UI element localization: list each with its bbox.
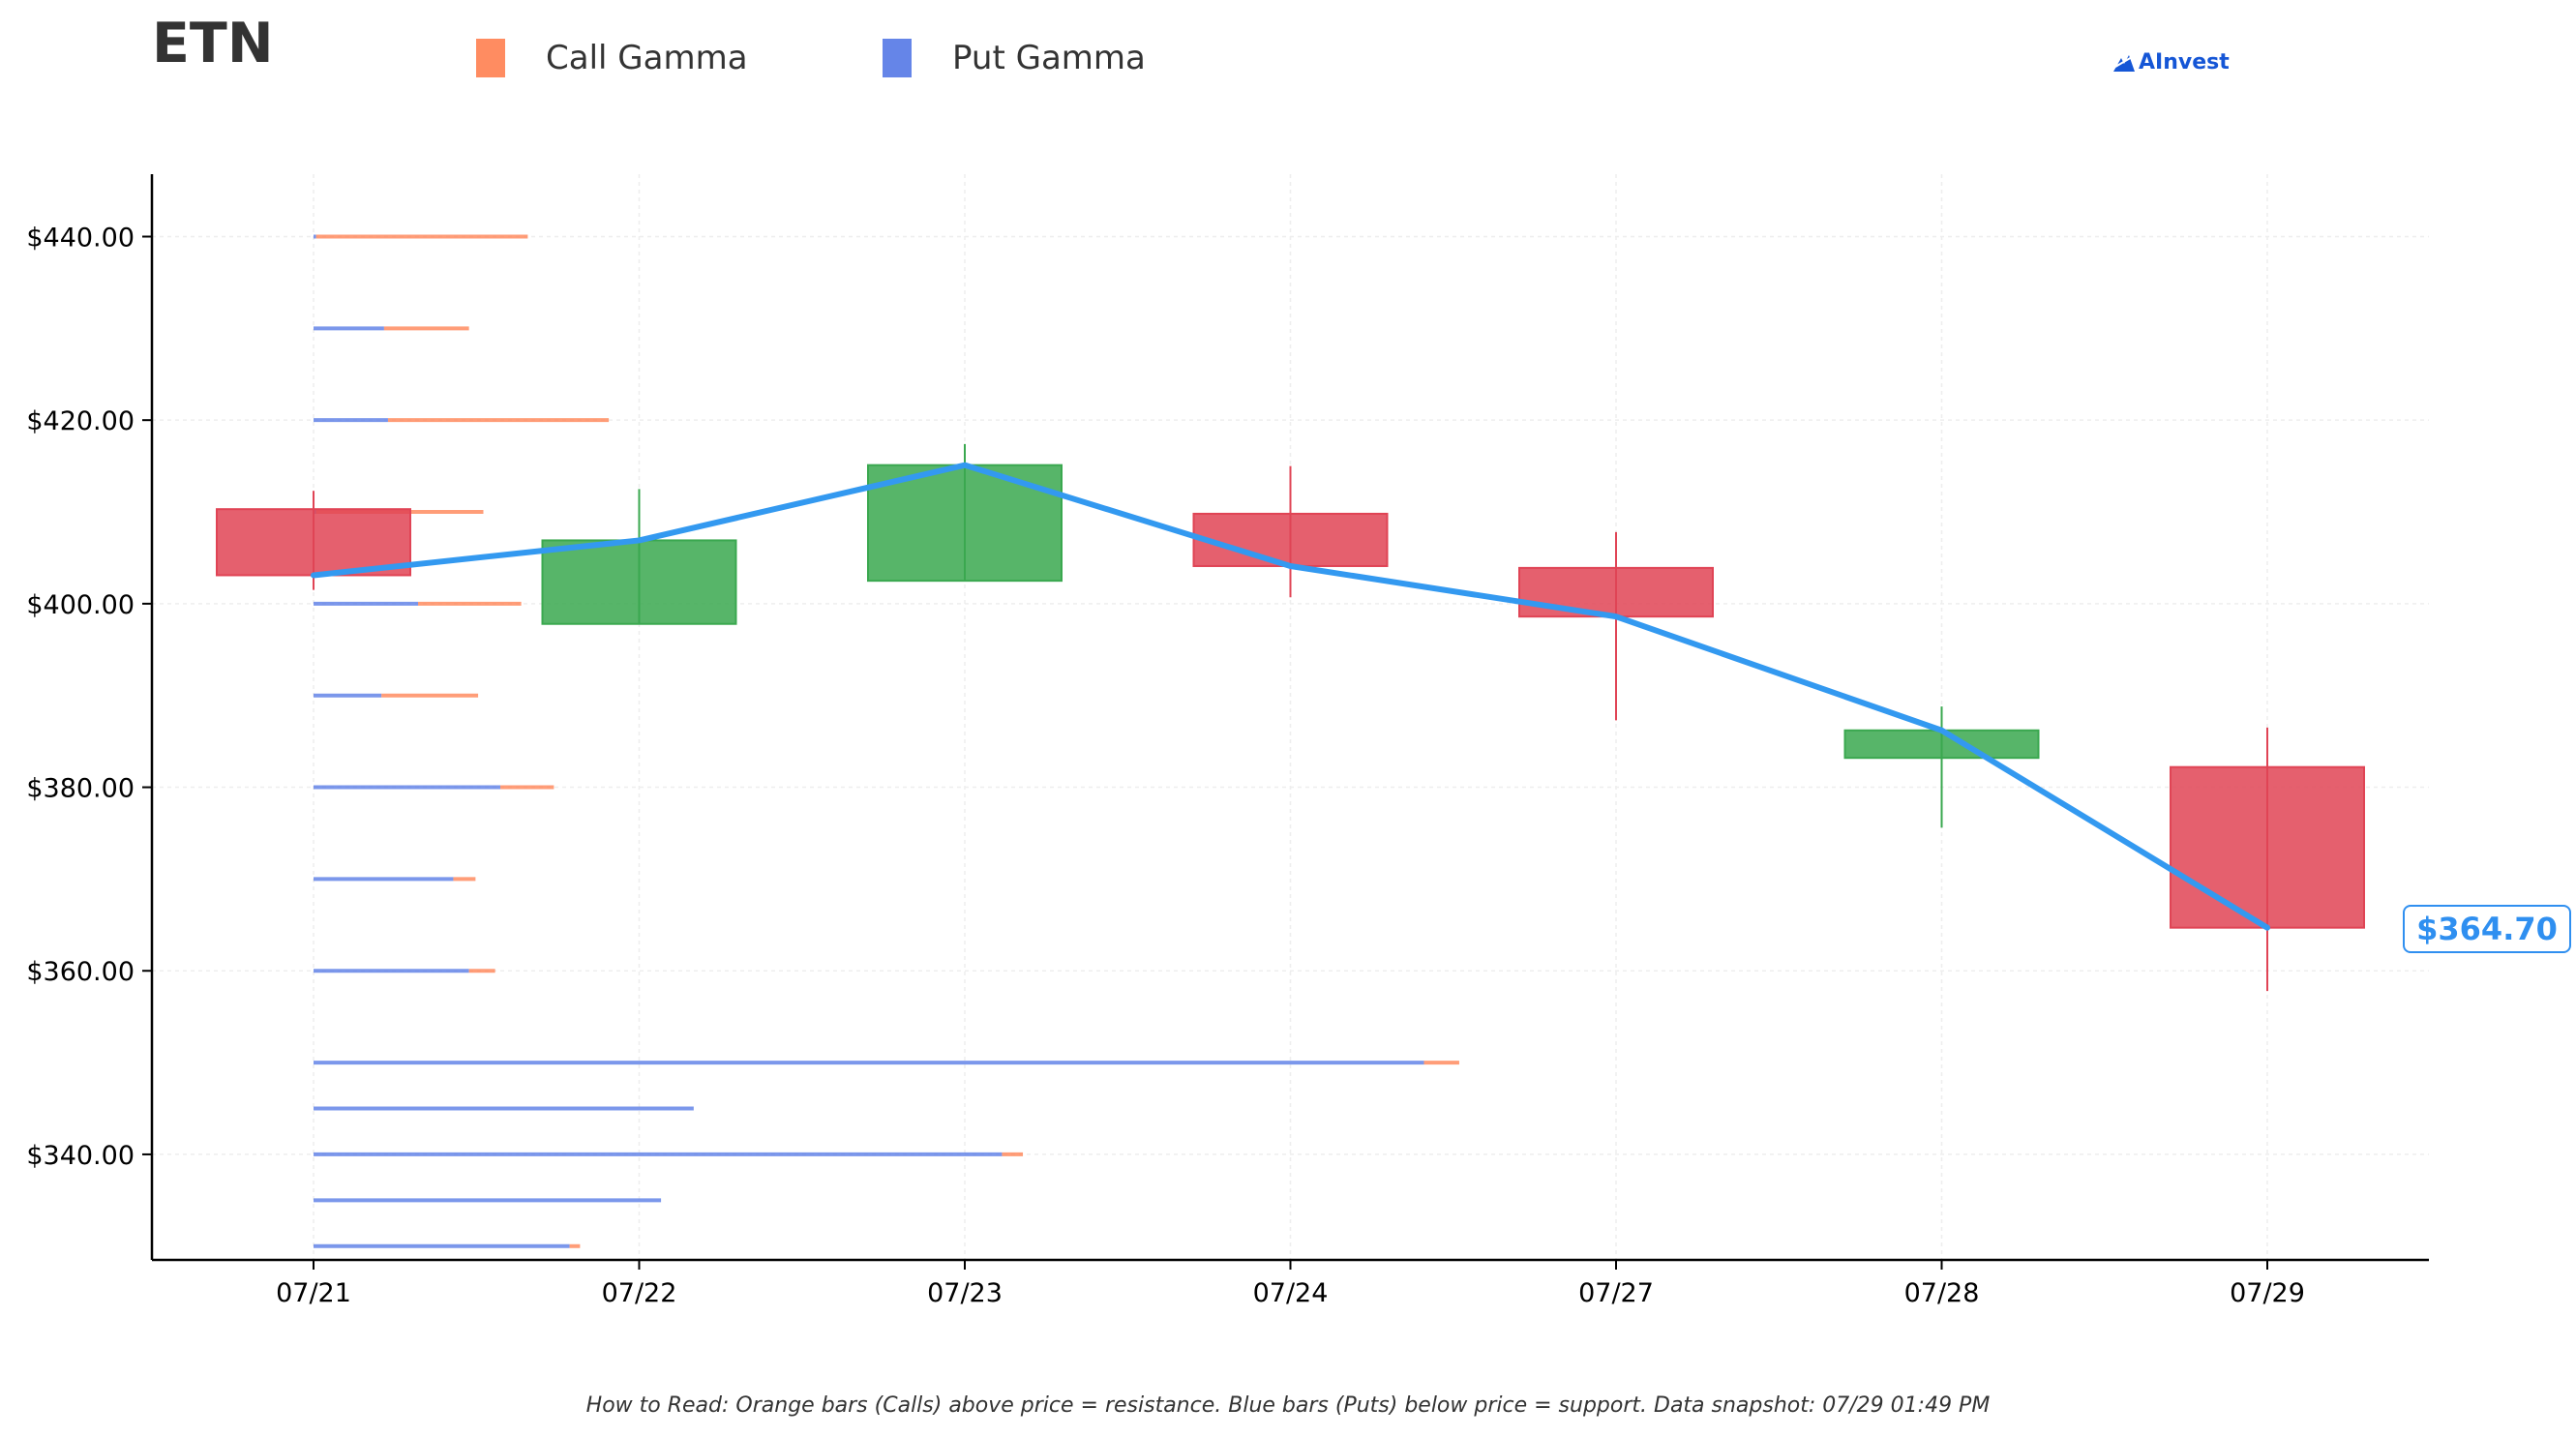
ticker-title: ETN: [152, 12, 274, 75]
y-tick-label: $420.00: [26, 406, 135, 436]
current-price-badge: $364.70: [2403, 905, 2571, 953]
x-tick-label: 07/27: [1578, 1278, 1654, 1308]
price-line: [311, 462, 2270, 931]
y-tick-label: $440.00: [26, 223, 135, 253]
legend-item-put-gamma: Put Gamma: [883, 37, 1146, 79]
legend-label-put-gamma: Put Gamma: [952, 39, 1146, 77]
legend-label-call-gamma: Call Gamma: [546, 39, 748, 77]
y-tick-label: $400.00: [26, 590, 135, 620]
y-tick-label: $360.00: [26, 957, 135, 987]
y-tick-label: $380.00: [26, 774, 135, 804]
brand-name: AInvest: [2139, 50, 2230, 75]
ainvest-logo-icon: [2113, 54, 2135, 72]
call-gamma-swatch-icon: [476, 39, 505, 77]
x-tick-label: 07/23: [927, 1278, 1003, 1308]
ainvest-logo: AInvest: [2112, 50, 2230, 75]
x-tick-label: 07/21: [276, 1278, 351, 1308]
x-tick-label: 07/29: [2230, 1278, 2305, 1308]
x-tick-label: 07/22: [602, 1278, 677, 1308]
legend-item-call-gamma: Call Gamma: [476, 37, 748, 79]
x-tick-label: 07/24: [1253, 1278, 1329, 1308]
footer-note: How to Read: Orange bars (Calls) above p…: [585, 1393, 1991, 1418]
y-tick-label: $340.00: [26, 1141, 135, 1171]
put-gamma-swatch-icon: [883, 39, 912, 77]
x-tick-label: 07/28: [1904, 1278, 1980, 1308]
